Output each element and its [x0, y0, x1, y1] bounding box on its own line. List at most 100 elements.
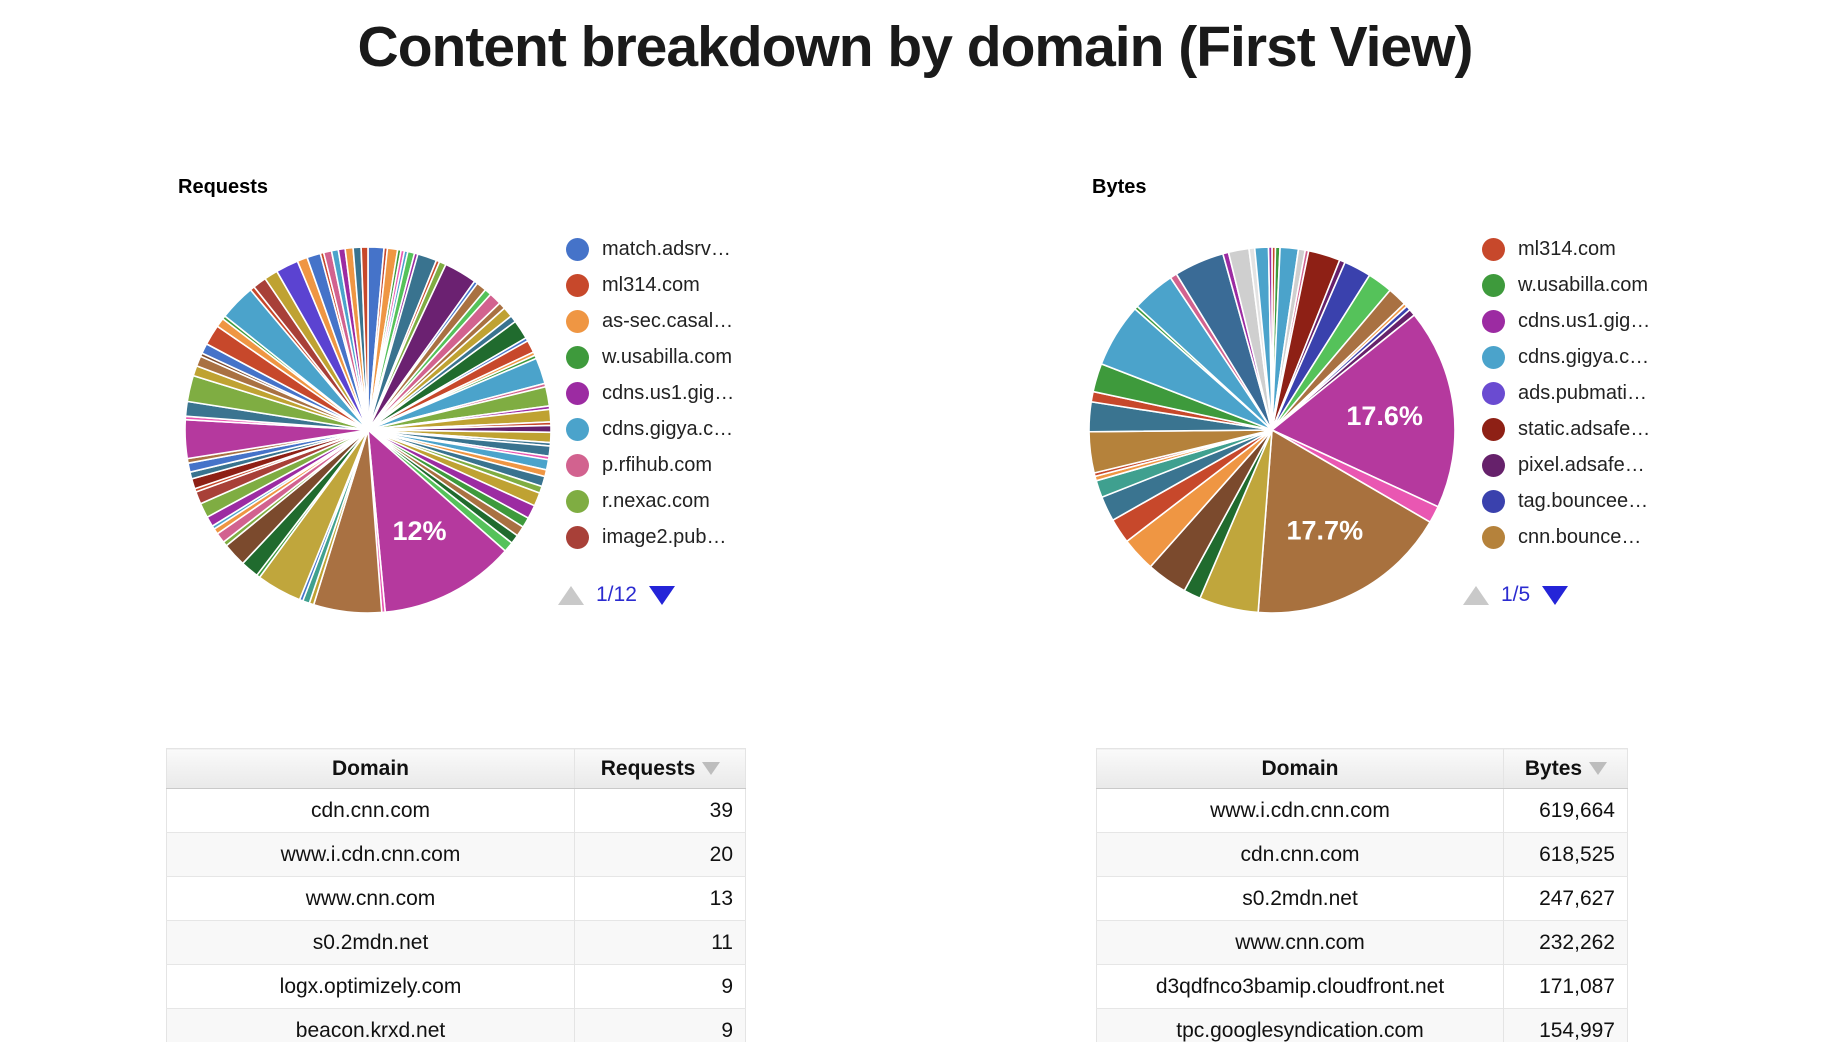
table-row: s0.2mdn.net 247,627 — [1096, 876, 1628, 921]
pie-slice[interactable] — [1270, 313, 1456, 508]
legend-color-dot — [566, 309, 589, 333]
legend-color-dot — [566, 237, 589, 261]
value-cell: 20 — [574, 832, 746, 877]
legend-item[interactable]: ml314.com — [566, 267, 734, 303]
domain-cell: d3qdfnco3bamip.cloudfront.net — [1096, 964, 1504, 1009]
value-cell: 9 — [574, 1008, 746, 1042]
legend-color-dot — [1482, 273, 1505, 297]
column-header-label: Bytes — [1524, 756, 1583, 780]
domain-cell: cdn.cnn.com — [166, 788, 575, 833]
legend-color-dot — [1482, 381, 1505, 405]
domain-cell: www.cnn.com — [166, 876, 575, 921]
legend-label: r.nexac.com — [602, 489, 710, 512]
legend-item[interactable]: match.adsrv… — [566, 231, 734, 267]
value-cell: 619,664 — [1503, 788, 1628, 833]
legend-label: tag.bouncee… — [1518, 489, 1649, 512]
table-row: tpc.googlesyndication.com 154,997 — [1096, 1008, 1628, 1042]
legend-label: image2.pub… — [602, 525, 727, 548]
legend-item[interactable]: cdns.gigya.c… — [1482, 339, 1650, 375]
legend-prev-page-icon[interactable] — [558, 585, 584, 605]
requests-pie-chart[interactable]: 12% — [180, 242, 556, 618]
table-header-row: Domain Requests — [166, 748, 746, 789]
legend-label: pixel.adsafe… — [1518, 453, 1645, 476]
legend-label: w.usabilla.com — [602, 345, 733, 368]
column-header-label: Requests — [600, 756, 696, 780]
bytes-legend: ml314.com w.usabilla.com cdns.us1.gig… cdns… — [1482, 231, 1650, 555]
bytes-table: Domain Bytes www.i.cdn.cnn.com 619,664 cdn… — [1096, 748, 1628, 1042]
sort-desc-icon[interactable] — [702, 762, 721, 775]
legend-color-dot — [1482, 237, 1505, 261]
legend-item[interactable]: ml314.com — [1482, 231, 1650, 267]
legend-item[interactable]: as-sec.casal… — [566, 303, 734, 339]
legend-item[interactable]: w.usabilla.com — [566, 339, 734, 375]
legend-prev-page-icon[interactable] — [1463, 585, 1489, 605]
requests-legend-pager: 1/12 — [558, 583, 675, 607]
legend-color-dot — [566, 381, 589, 405]
legend-item[interactable]: cdns.gigya.c… — [566, 411, 734, 447]
domain-cell: logx.optimizely.com — [166, 964, 575, 1009]
legend-color-dot — [566, 525, 589, 549]
domain-cell: cdn.cnn.com — [1096, 832, 1504, 877]
legend-item[interactable]: cdns.us1.gig… — [566, 375, 734, 411]
legend-color-dot — [566, 273, 589, 297]
value-cell: 154,997 — [1503, 1008, 1628, 1042]
legend-item[interactable]: cdns.us1.gig… — [1482, 303, 1650, 339]
pie-slice[interactable] — [1267, 246, 1273, 431]
legend-item[interactable]: w.usabilla.com — [1482, 267, 1650, 303]
bytes-pie-chart[interactable]: 17.6% 17.7% — [1084, 242, 1460, 618]
column-header-domain[interactable]: Domain — [166, 748, 575, 789]
legend-color-dot — [1482, 417, 1505, 441]
requests-table: Domain Requests cdn.cnn.com 39 www.i.cdn.c… — [166, 748, 746, 1042]
pie-slice[interactable] — [360, 246, 369, 431]
table-row: cdn.cnn.com 39 — [166, 788, 746, 833]
pie-slice[interactable] — [1257, 428, 1432, 614]
value-cell: 39 — [574, 788, 746, 833]
domain-cell: s0.2mdn.net — [166, 920, 575, 965]
value-cell: 11 — [574, 920, 746, 965]
domain-cell: www.i.cdn.cnn.com — [166, 832, 575, 877]
table-row: cdn.cnn.com 618,525 — [1096, 832, 1628, 877]
table-row: www.cnn.com 232,262 — [1096, 920, 1628, 965]
legend-color-dot — [566, 489, 589, 513]
pie-slice[interactable] — [367, 428, 507, 614]
domain-cell: www.i.cdn.cnn.com — [1096, 788, 1504, 833]
column-header-bytes[interactable]: Bytes — [1503, 748, 1628, 789]
table-row: d3qdfnco3bamip.cloudfront.net 171,087 — [1096, 964, 1628, 1009]
legend-label: cnn.bounce… — [1518, 525, 1642, 548]
legend-label: cdns.gigya.c… — [602, 417, 734, 440]
legend-label: ml314.com — [1518, 237, 1616, 260]
legend-label: ml314.com — [602, 273, 700, 296]
value-cell: 9 — [574, 964, 746, 1009]
table-row: www.i.cdn.cnn.com 20 — [166, 832, 746, 877]
column-header-requests[interactable]: Requests — [574, 748, 746, 789]
value-cell: 232,262 — [1503, 920, 1628, 965]
legend-item[interactable]: static.adsafe… — [1482, 411, 1650, 447]
legend-item[interactable]: r.nexac.com — [566, 483, 734, 519]
legend-next-page-icon[interactable] — [648, 585, 675, 605]
legend-item[interactable]: tag.bouncee… — [1482, 483, 1650, 519]
sort-desc-icon[interactable] — [1589, 762, 1608, 775]
bytes-legend-pager: 1/5 — [1463, 583, 1569, 607]
legend-item[interactable]: cnn.bounce… — [1482, 519, 1650, 555]
legend-color-dot — [1482, 489, 1505, 513]
legend-label: p.rfihub.com — [602, 453, 713, 476]
legend-color-dot — [1482, 309, 1505, 333]
legend-item[interactable]: ads.pubmati… — [1482, 375, 1650, 411]
legend-next-page-icon[interactable] — [1542, 585, 1569, 605]
table-row: www.cnn.com 13 — [166, 876, 746, 921]
legend-label: ads.pubmati… — [1518, 381, 1647, 404]
legend-item[interactable]: pixel.adsafe… — [1482, 447, 1650, 483]
table-row: s0.2mdn.net 11 — [166, 920, 746, 965]
requests-legend: match.adsrv… ml314.com as-sec.casal… w.usab… — [566, 231, 734, 555]
legend-item[interactable]: image2.pub… — [566, 519, 734, 555]
legend-label: static.adsafe… — [1518, 417, 1651, 440]
value-cell: 171,087 — [1503, 964, 1628, 1009]
column-header-domain[interactable]: Domain — [1096, 748, 1504, 789]
domain-cell: beacon.krxd.net — [166, 1008, 575, 1042]
legend-item[interactable]: p.rfihub.com — [566, 447, 734, 483]
pie-slice-label: 12% — [392, 516, 446, 546]
domain-cell: www.cnn.com — [1096, 920, 1504, 965]
pie-slice-label: 17.7% — [1287, 516, 1364, 546]
legend-label: cdns.us1.gig… — [602, 381, 735, 404]
page-title: Content breakdown by domain (First View) — [357, 15, 1474, 79]
